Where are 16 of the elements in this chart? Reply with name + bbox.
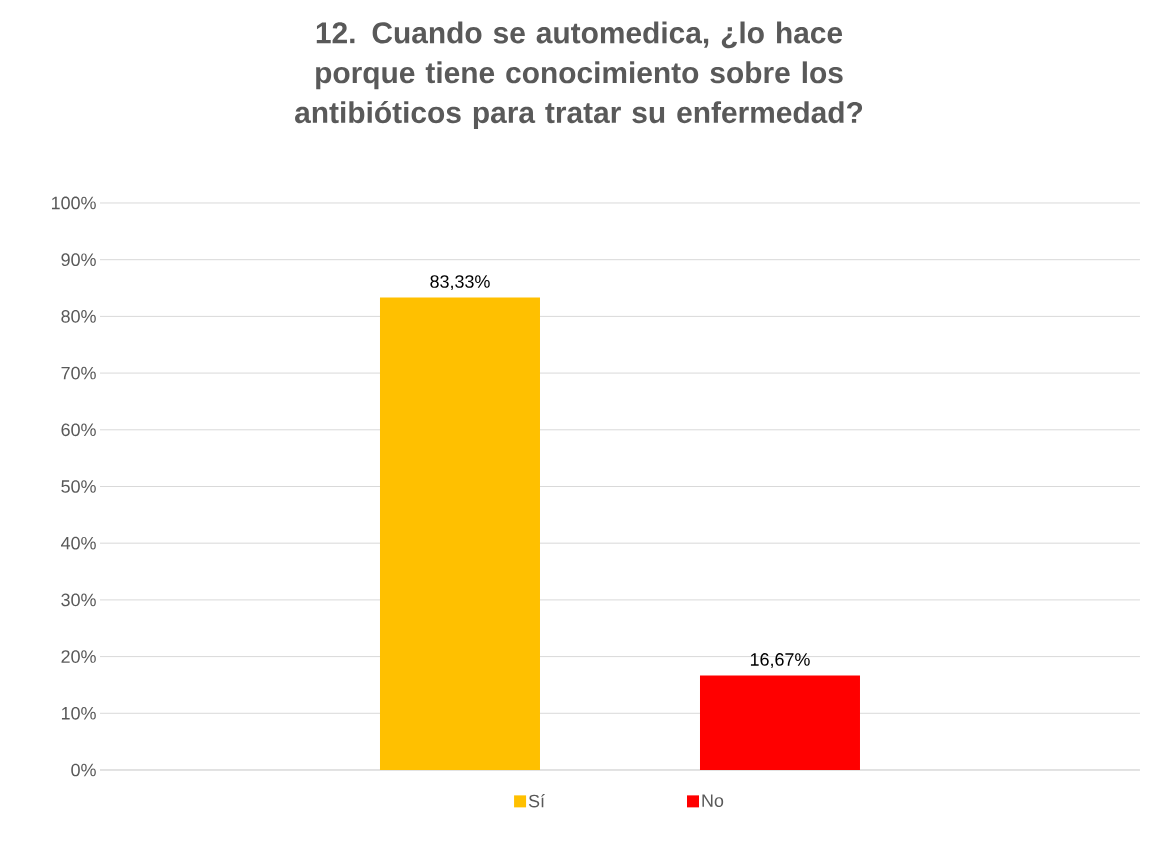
data-label: 83,33% [430,275,490,290]
y-tick-label: 70% [61,366,96,380]
y-tick-label: 0% [71,763,96,777]
y-tick-label: 20% [61,650,96,663]
y-tick-label: 100% [51,196,96,210]
y-tick-label: 90% [61,253,96,267]
y-tick-label: 60% [61,423,96,437]
legend-label: No [702,794,724,807]
y-tick-label: 40% [61,536,96,550]
data-label: 16,67% [750,653,810,668]
y-tick-label: 10% [61,706,96,720]
y-tick-label: 30% [61,593,96,607]
y-tick-label: 50% [61,480,96,493]
legend-label: Sí [528,794,545,808]
chart-title: 12. Cuando se automedica, ¿lo hace porque tiene conocimiento sobre los antibióticos para tratar su enfermedad? [295,21,863,130]
y-tick-label: 80% [61,310,96,323]
